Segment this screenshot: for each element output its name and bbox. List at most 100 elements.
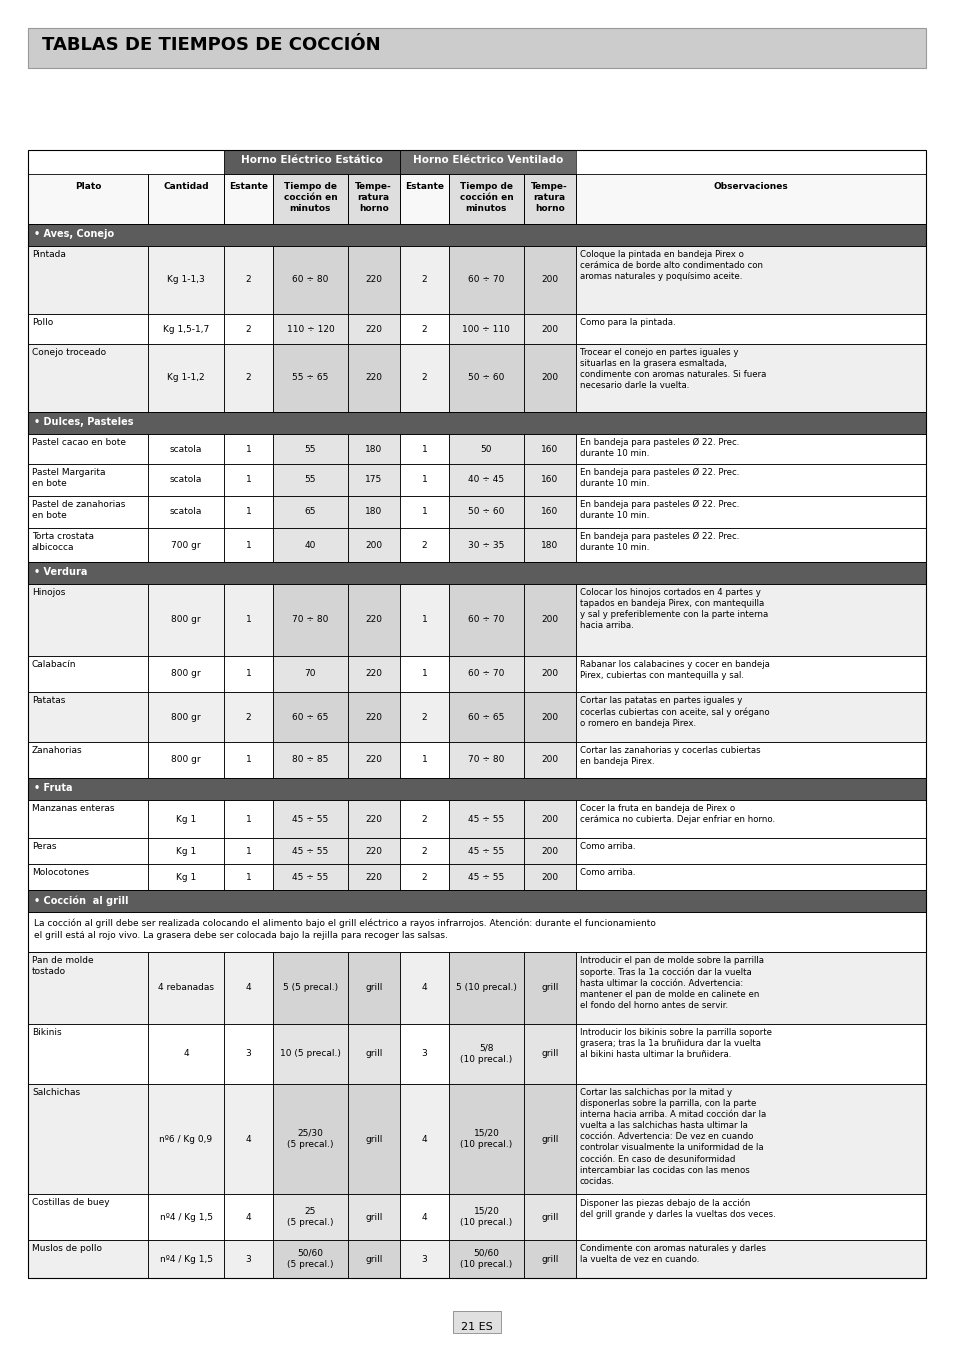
Text: 220: 220 [365,324,382,334]
Bar [28,224,925,246]
Text: 3: 3 [421,1255,427,1263]
Bar [576,657,925,692]
Text: 15/20
(10 precal.): 15/20 (10 precal.) [459,1129,512,1150]
Bar [347,1084,399,1194]
Text: 2: 2 [245,276,251,285]
Bar [273,838,347,865]
Bar [148,1240,224,1278]
Text: 175: 175 [365,476,382,485]
Bar [28,496,925,528]
Text: Cortar las salchichas por la mitad y
disponerlas sobre la parrilla, con la parte: Cortar las salchichas por la mitad y dis… [579,1088,765,1186]
Text: 700 gr: 700 gr [171,540,201,550]
Text: 220: 220 [365,276,382,285]
Text: 1: 1 [245,476,251,485]
Text: grill: grill [365,1135,382,1143]
Bar [224,1024,273,1084]
Text: 3: 3 [245,1255,251,1263]
Bar [449,313,576,345]
Text: 220: 220 [365,815,382,824]
Text: En bandeja para pasteles Ø 22. Prec.
durante 10 min.: En bandeja para pasteles Ø 22. Prec. dur… [579,467,739,488]
Bar [28,800,925,838]
Text: Estante: Estante [229,182,268,190]
Text: 200: 200 [365,540,382,550]
Bar [224,463,273,496]
Bar [148,1024,224,1084]
Bar [224,838,273,865]
Bar [576,313,925,345]
Bar [449,434,576,463]
Bar [28,838,148,865]
Bar [347,742,399,778]
Text: 4 rebanadas: 4 rebanadas [158,984,213,993]
Bar [148,952,224,1024]
Text: 180: 180 [365,508,382,516]
Bar [399,1194,449,1240]
Text: • Aves, Conejo: • Aves, Conejo [34,230,114,239]
Text: 60 ÷ 70: 60 ÷ 70 [468,670,504,678]
Text: 800 gr: 800 gr [171,755,201,765]
Bar [28,778,925,800]
Bar [576,584,925,657]
Text: 800 gr: 800 gr [171,616,201,624]
Text: Cocer la fruta en bandeja de Pirex o
cerámica no cubierta. Dejar enfriar en horn: Cocer la fruta en bandeja de Pirex o cer… [579,804,774,824]
Bar [449,174,576,224]
Bar [28,584,925,657]
Text: 70 ÷ 80: 70 ÷ 80 [292,616,328,624]
Bar [273,1240,347,1278]
Bar [399,496,449,528]
Bar [273,657,399,692]
Bar [399,952,449,1024]
Bar [449,1024,576,1084]
Bar [449,1084,576,1194]
Text: scatola: scatola [170,508,202,516]
Bar [224,150,399,174]
Text: 55 ÷ 65: 55 ÷ 65 [292,373,328,382]
Bar [273,800,399,838]
Text: 1: 1 [421,755,427,765]
Bar [148,800,224,838]
Bar [576,1024,925,1084]
Bar [347,1194,399,1240]
Bar [148,246,224,313]
Text: 220: 220 [365,873,382,881]
Text: Cortar las patatas en partes iguales y
cocerlas cubiertas con aceite, sal y orég: Cortar las patatas en partes iguales y c… [579,696,769,728]
Bar [449,865,576,890]
Bar [28,174,925,224]
Text: Costillas de buey: Costillas de buey [32,1198,110,1206]
Bar [523,865,576,890]
Bar [449,246,576,313]
Text: Introducir los bikinis sobre la parrilla soporte
grasera; tras la 1a bruñidura d: Introducir los bikinis sobre la parrilla… [579,1028,771,1059]
Bar [399,838,449,865]
Bar [449,174,523,224]
Text: 40 ÷ 45: 40 ÷ 45 [468,476,504,485]
Text: 60 ÷ 70: 60 ÷ 70 [468,616,504,624]
Text: 45 ÷ 55: 45 ÷ 55 [292,815,328,824]
Bar [449,1240,576,1278]
Bar [523,463,576,496]
Text: 2: 2 [245,324,251,334]
Bar [576,742,925,778]
Bar [28,800,148,838]
Text: Como para la pintada.: Como para la pintada. [579,317,675,327]
Text: 220: 220 [365,670,382,678]
Bar [347,174,399,224]
Text: La cocción al grill debe ser realizada colocando el alimento bajo el grill eléct: La cocción al grill debe ser realizada c… [34,917,656,940]
Text: Observaciones: Observaciones [713,182,787,190]
Text: 200: 200 [540,815,558,824]
Text: 1: 1 [245,670,251,678]
Text: 30 ÷ 35: 30 ÷ 35 [468,540,504,550]
Text: 60 ÷ 65: 60 ÷ 65 [292,712,328,721]
Bar [28,28,925,68]
Text: Condimente con aromas naturales y darles
la vuelta de vez en cuando.: Condimente con aromas naturales y darles… [579,1244,765,1265]
Bar [449,952,523,1024]
Bar [273,463,399,496]
Bar [449,742,523,778]
Text: 200: 200 [540,873,558,881]
Bar [224,692,273,742]
Text: 200: 200 [540,712,558,721]
Bar [347,657,399,692]
Bar [28,865,925,890]
Text: Patatas: Patatas [32,696,66,705]
Text: 10 (5 precal.): 10 (5 precal.) [279,1050,340,1058]
Text: 200: 200 [540,276,558,285]
